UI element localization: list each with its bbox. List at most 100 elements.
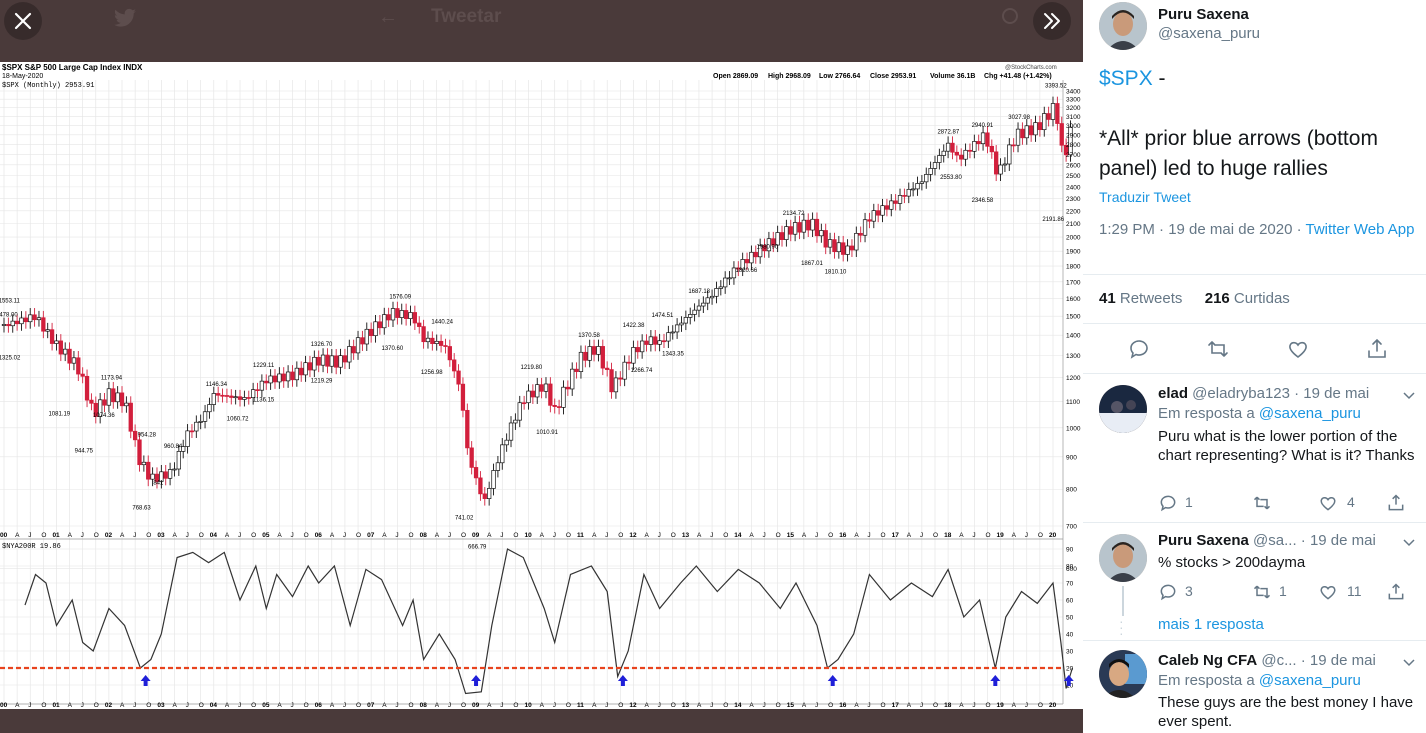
candle-body	[98, 399, 103, 417]
reply-avatar[interactable]	[1099, 385, 1147, 433]
in-reply-handle[interactable]: @saxena_puru	[1258, 672, 1361, 689]
candle-body	[264, 380, 269, 384]
retweet-icon[interactable]	[1252, 582, 1272, 602]
divider	[1083, 274, 1426, 275]
x-tick-month: O	[461, 532, 466, 539]
candle-body	[382, 314, 387, 329]
close-button[interactable]	[4, 2, 42, 40]
reply-item[interactable]: Caleb Ng CFA @c... · 19 de mai Em respos…	[1083, 640, 1426, 733]
x-tick-month: A	[225, 702, 230, 709]
candle-body	[972, 141, 977, 152]
candle-body	[412, 312, 418, 324]
author-name[interactable]: Puru Saxena	[1158, 6, 1249, 23]
likes-count[interactable]: 216	[1204, 290, 1230, 307]
reply-item[interactable]: Puru Saxena @sa... · 19 de mai % stocks …	[1083, 522, 1426, 640]
candle-body	[714, 288, 719, 297]
retweets-label[interactable]: Retweets	[1115, 290, 1183, 307]
tweet-time[interactable]: 1:29 PM · 19 de mai de 2020 ·	[1099, 221, 1306, 238]
like-icon[interactable]	[1318, 582, 1338, 602]
x-tick-month: O	[671, 532, 676, 539]
price-annotation: 2346.58	[972, 198, 994, 204]
candle-body	[176, 451, 181, 470]
y-tick-label: 1400	[1066, 333, 1081, 340]
candle-body	[316, 356, 321, 366]
candle-body	[255, 389, 260, 392]
reply-icon[interactable]	[1158, 582, 1178, 602]
background-header: ← Tweetar	[0, 0, 1083, 62]
reply-item[interactable]: elad @eladryba123 · 19 de mai Em respost…	[1083, 373, 1426, 523]
x-tick-month: A	[487, 702, 492, 709]
reply-author-name[interactable]: Caleb Ng CFA	[1158, 652, 1258, 669]
y-tick-label: 90	[1066, 547, 1074, 554]
candle-body	[438, 340, 444, 346]
candle-body	[32, 314, 37, 321]
retweet-icon[interactable]	[1206, 337, 1230, 361]
x-tick-month: O	[671, 702, 676, 709]
price-annotation: 2553.80	[940, 175, 962, 181]
x-tick-year: 08	[420, 702, 428, 709]
share-icon[interactable]	[1386, 582, 1406, 602]
share-icon[interactable]	[1365, 337, 1389, 361]
reply-avatar[interactable]	[1099, 534, 1147, 582]
candle-body	[285, 371, 291, 382]
reply-icon[interactable]	[1158, 493, 1178, 513]
thread-line	[1122, 586, 1124, 616]
like-icon[interactable]	[1318, 493, 1338, 513]
candle-body	[23, 317, 29, 323]
breadth-line	[24, 548, 1073, 695]
more-replies-link[interactable]: mais 1 resposta	[1158, 616, 1264, 633]
chevron-down-icon[interactable]	[1401, 654, 1417, 670]
retweet-icon[interactable]	[1252, 493, 1272, 513]
price-annotation: 1810.10	[825, 270, 847, 276]
price-annotation: 3027.98	[1008, 115, 1030, 121]
reply-avatar[interactable]	[1099, 650, 1147, 698]
reply-author-name[interactable]: Puru Saxena	[1158, 532, 1249, 549]
likes-label[interactable]: Curtidas	[1229, 290, 1290, 307]
like-icon[interactable]	[1286, 337, 1310, 361]
candle-body	[867, 219, 872, 222]
price-annotation: 944.75	[75, 448, 94, 454]
x-tick-month: A	[435, 532, 440, 539]
price-annotation: 841	[153, 480, 164, 486]
price-annotation: 2134.72	[783, 211, 805, 217]
chart-image[interactable]: $SPX S&P 500 Large Cap Index INDX 18-May…	[0, 62, 1083, 709]
reply-author-name[interactable]: elad	[1158, 385, 1189, 402]
translate-link[interactable]: Traduzir Tweet	[1099, 189, 1191, 205]
reply-author[interactable]: Puru Saxena @sa... · 19 de mai	[1158, 532, 1376, 549]
retweets-count[interactable]: 41	[1099, 290, 1116, 307]
candle-body	[653, 336, 658, 345]
candle-body	[941, 150, 946, 156]
tweet-source-link[interactable]: Twitter Web App	[1305, 221, 1415, 238]
candle-body	[76, 357, 81, 375]
candle-body	[587, 346, 592, 361]
candle-body	[797, 222, 802, 233]
expand-button[interactable]	[1033, 2, 1071, 40]
y-tick-label: 2600	[1066, 162, 1081, 169]
media-viewer: ← Tweetar $SPX S&P 500 Large Cap Index I…	[0, 0, 1083, 733]
x-tick-month: A	[697, 702, 702, 709]
price-annotation: 1219.80	[521, 365, 543, 371]
reply-icon[interactable]	[1127, 337, 1151, 361]
y-tick-label: 2200	[1066, 208, 1081, 215]
reply-author[interactable]: elad @eladryba123 · 19 de mai	[1158, 385, 1369, 402]
reply-author[interactable]: Caleb Ng CFA @c... · 19 de mai	[1158, 652, 1376, 669]
chevron-down-icon[interactable]	[1401, 387, 1417, 403]
y-tick-label: 1300	[1066, 353, 1081, 360]
cashtag-link[interactable]: $SPX	[1099, 67, 1153, 90]
author-avatar[interactable]	[1099, 2, 1147, 50]
x-tick-year: 18	[944, 532, 952, 539]
in-reply-handle[interactable]: @saxena_puru	[1258, 405, 1361, 422]
candle-body	[639, 340, 645, 353]
candle-body	[41, 317, 46, 332]
y-tick-label: 50	[1066, 615, 1074, 622]
candle-body	[578, 351, 584, 372]
x-tick-month: J	[920, 702, 923, 709]
chevron-down-icon[interactable]	[1401, 534, 1417, 550]
candle-body	[609, 369, 614, 393]
share-icon[interactable]	[1386, 493, 1406, 513]
price-annotation: 1422.38	[623, 323, 645, 329]
y-tick-label: 700	[1066, 524, 1077, 531]
x-tick-month: A	[1012, 702, 1017, 709]
author-handle[interactable]: @saxena_puru	[1158, 25, 1260, 42]
candle-body	[924, 174, 929, 183]
